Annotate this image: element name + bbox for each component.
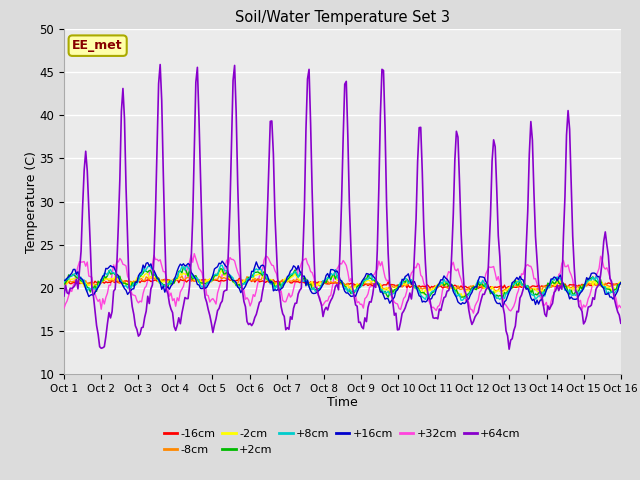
- Title: Soil/Water Temperature Set 3: Soil/Water Temperature Set 3: [235, 10, 450, 25]
- Legend: -16cm, -8cm, -2cm, +2cm, +8cm, +16cm, +32cm, +64cm: -16cm, -8cm, -2cm, +2cm, +8cm, +16cm, +3…: [159, 425, 525, 459]
- X-axis label: Time: Time: [327, 396, 358, 408]
- Y-axis label: Temperature (C): Temperature (C): [25, 151, 38, 252]
- Text: EE_met: EE_met: [72, 39, 123, 52]
